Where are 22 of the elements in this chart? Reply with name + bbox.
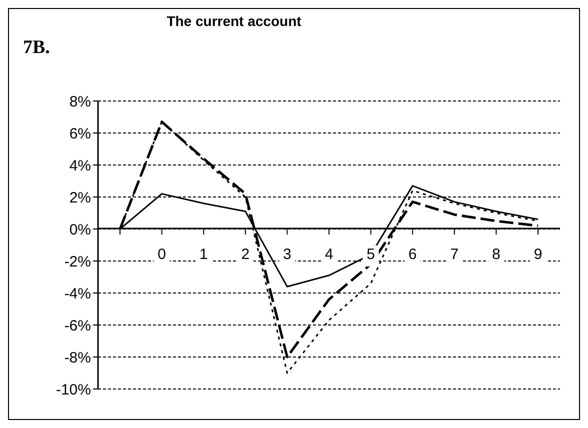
x-tick-label: 7 <box>450 246 459 263</box>
x-tick-label: 0 <box>158 246 166 263</box>
y-tick-label: 8% <box>69 93 91 110</box>
x-tick-label: 9 <box>534 246 542 263</box>
y-tick-label: 4% <box>69 157 91 174</box>
x-tick-label: 4 <box>324 246 334 263</box>
y-tick-label: 0% <box>69 221 91 238</box>
y-tick-label: -10% <box>56 381 91 398</box>
y-tick-label: -6% <box>64 317 91 334</box>
y-tick-label: -2% <box>64 253 91 270</box>
y-tick-label: 2% <box>69 189 91 206</box>
text: 7B. <box>23 37 50 59</box>
x-tick-label: 3 <box>283 246 292 263</box>
x-tick-label: 8 <box>492 246 500 263</box>
x-tick-label: 6 <box>408 246 417 263</box>
y-tick-label: -8% <box>64 349 91 366</box>
chart-title: The current account <box>166 13 302 29</box>
y-tick-label: -4% <box>64 285 91 302</box>
y-tick-label: 6% <box>69 125 91 142</box>
x-tick-label: 2 <box>241 246 250 263</box>
x-tick-label: 5 <box>366 246 375 263</box>
x-tick-label: 1 <box>199 246 208 263</box>
